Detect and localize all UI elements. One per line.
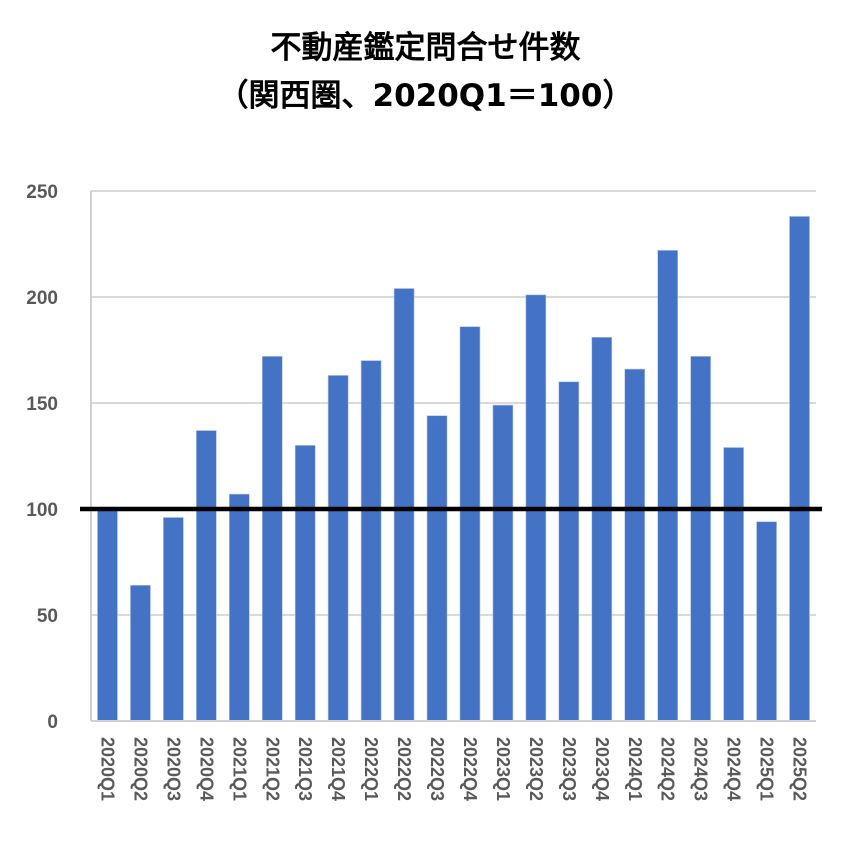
x-tick-label: 2024Q3 [691,737,711,801]
x-tick-label: 2023Q3 [559,737,579,801]
x-tick-label: 2024Q1 [625,737,645,801]
x-tick-label: 2024Q2 [658,737,678,801]
x-tick-label: 2025Q2 [790,737,810,801]
y-tick-label: 200 [26,288,58,309]
bar-2020Q3 [163,517,184,722]
x-tick-label: 2021Q4 [328,737,348,801]
x-tick-label: 2022Q4 [460,737,480,801]
bar-2022Q2 [393,288,415,722]
bar-2022Q4 [459,326,481,722]
bar-2024Q1 [624,368,646,722]
y-tick-label: 100 [26,500,58,521]
x-tick-label: 2021Q1 [229,737,249,801]
bar-2021Q1 [228,493,250,722]
bar-2024Q3 [690,356,711,722]
x-tick-label: 2025Q1 [757,737,777,801]
bar-2021Q4 [327,375,349,722]
bar-2024Q4 [723,447,744,722]
bar-2025Q2 [789,216,810,722]
y-axis-ticks: 0 50 100 150 200 250 [26,182,58,733]
x-tick-label: 2023Q1 [493,737,513,801]
x-tick-label: 2022Q1 [361,737,381,801]
x-tick-label: 2020Q2 [130,737,150,801]
bar-2025Q1 [756,521,777,722]
bar-2021Q3 [294,445,316,722]
chart-title: 不動産鑑定問合せ件数 [270,30,581,66]
bar-2023Q1 [492,404,514,722]
x-tick-label: 2024Q4 [724,737,744,801]
bar-2020Q1 [97,508,118,722]
x-tick-label: 2023Q2 [526,737,546,801]
bar-2023Q3 [558,381,580,722]
x-tick-label: 2023Q4 [592,737,612,801]
bars [97,216,810,722]
x-tick-label: 2020Q1 [97,737,117,801]
x-tick-label: 2021Q3 [295,737,315,801]
x-tick-label: 2020Q4 [196,737,216,801]
chart-subtitle: （関西圏、2020Q1＝100） [217,78,634,114]
bar-2020Q4 [196,430,217,722]
bar-2022Q3 [426,415,448,722]
y-tick-label: 50 [37,606,58,627]
bar-2020Q2 [130,585,151,722]
bar-2024Q2 [657,250,679,722]
x-tick-label: 2020Q3 [163,737,183,801]
bar-2021Q2 [261,356,283,722]
bar-2022Q1 [360,360,382,722]
x-axis-ticks: 2020Q1 2020Q2 2020Q3 2020Q4 2021Q1 2021Q2 2021… [97,737,809,801]
x-tick-label: 2022Q3 [427,737,447,801]
y-tick-label: 150 [26,394,58,415]
bar-2023Q4 [591,336,613,722]
y-tick-label: 250 [26,182,58,203]
x-tick-label: 2022Q2 [394,737,414,801]
axes [90,191,816,722]
x-tick-label: 2021Q2 [262,737,282,801]
y-tick-label: 0 [47,712,58,733]
